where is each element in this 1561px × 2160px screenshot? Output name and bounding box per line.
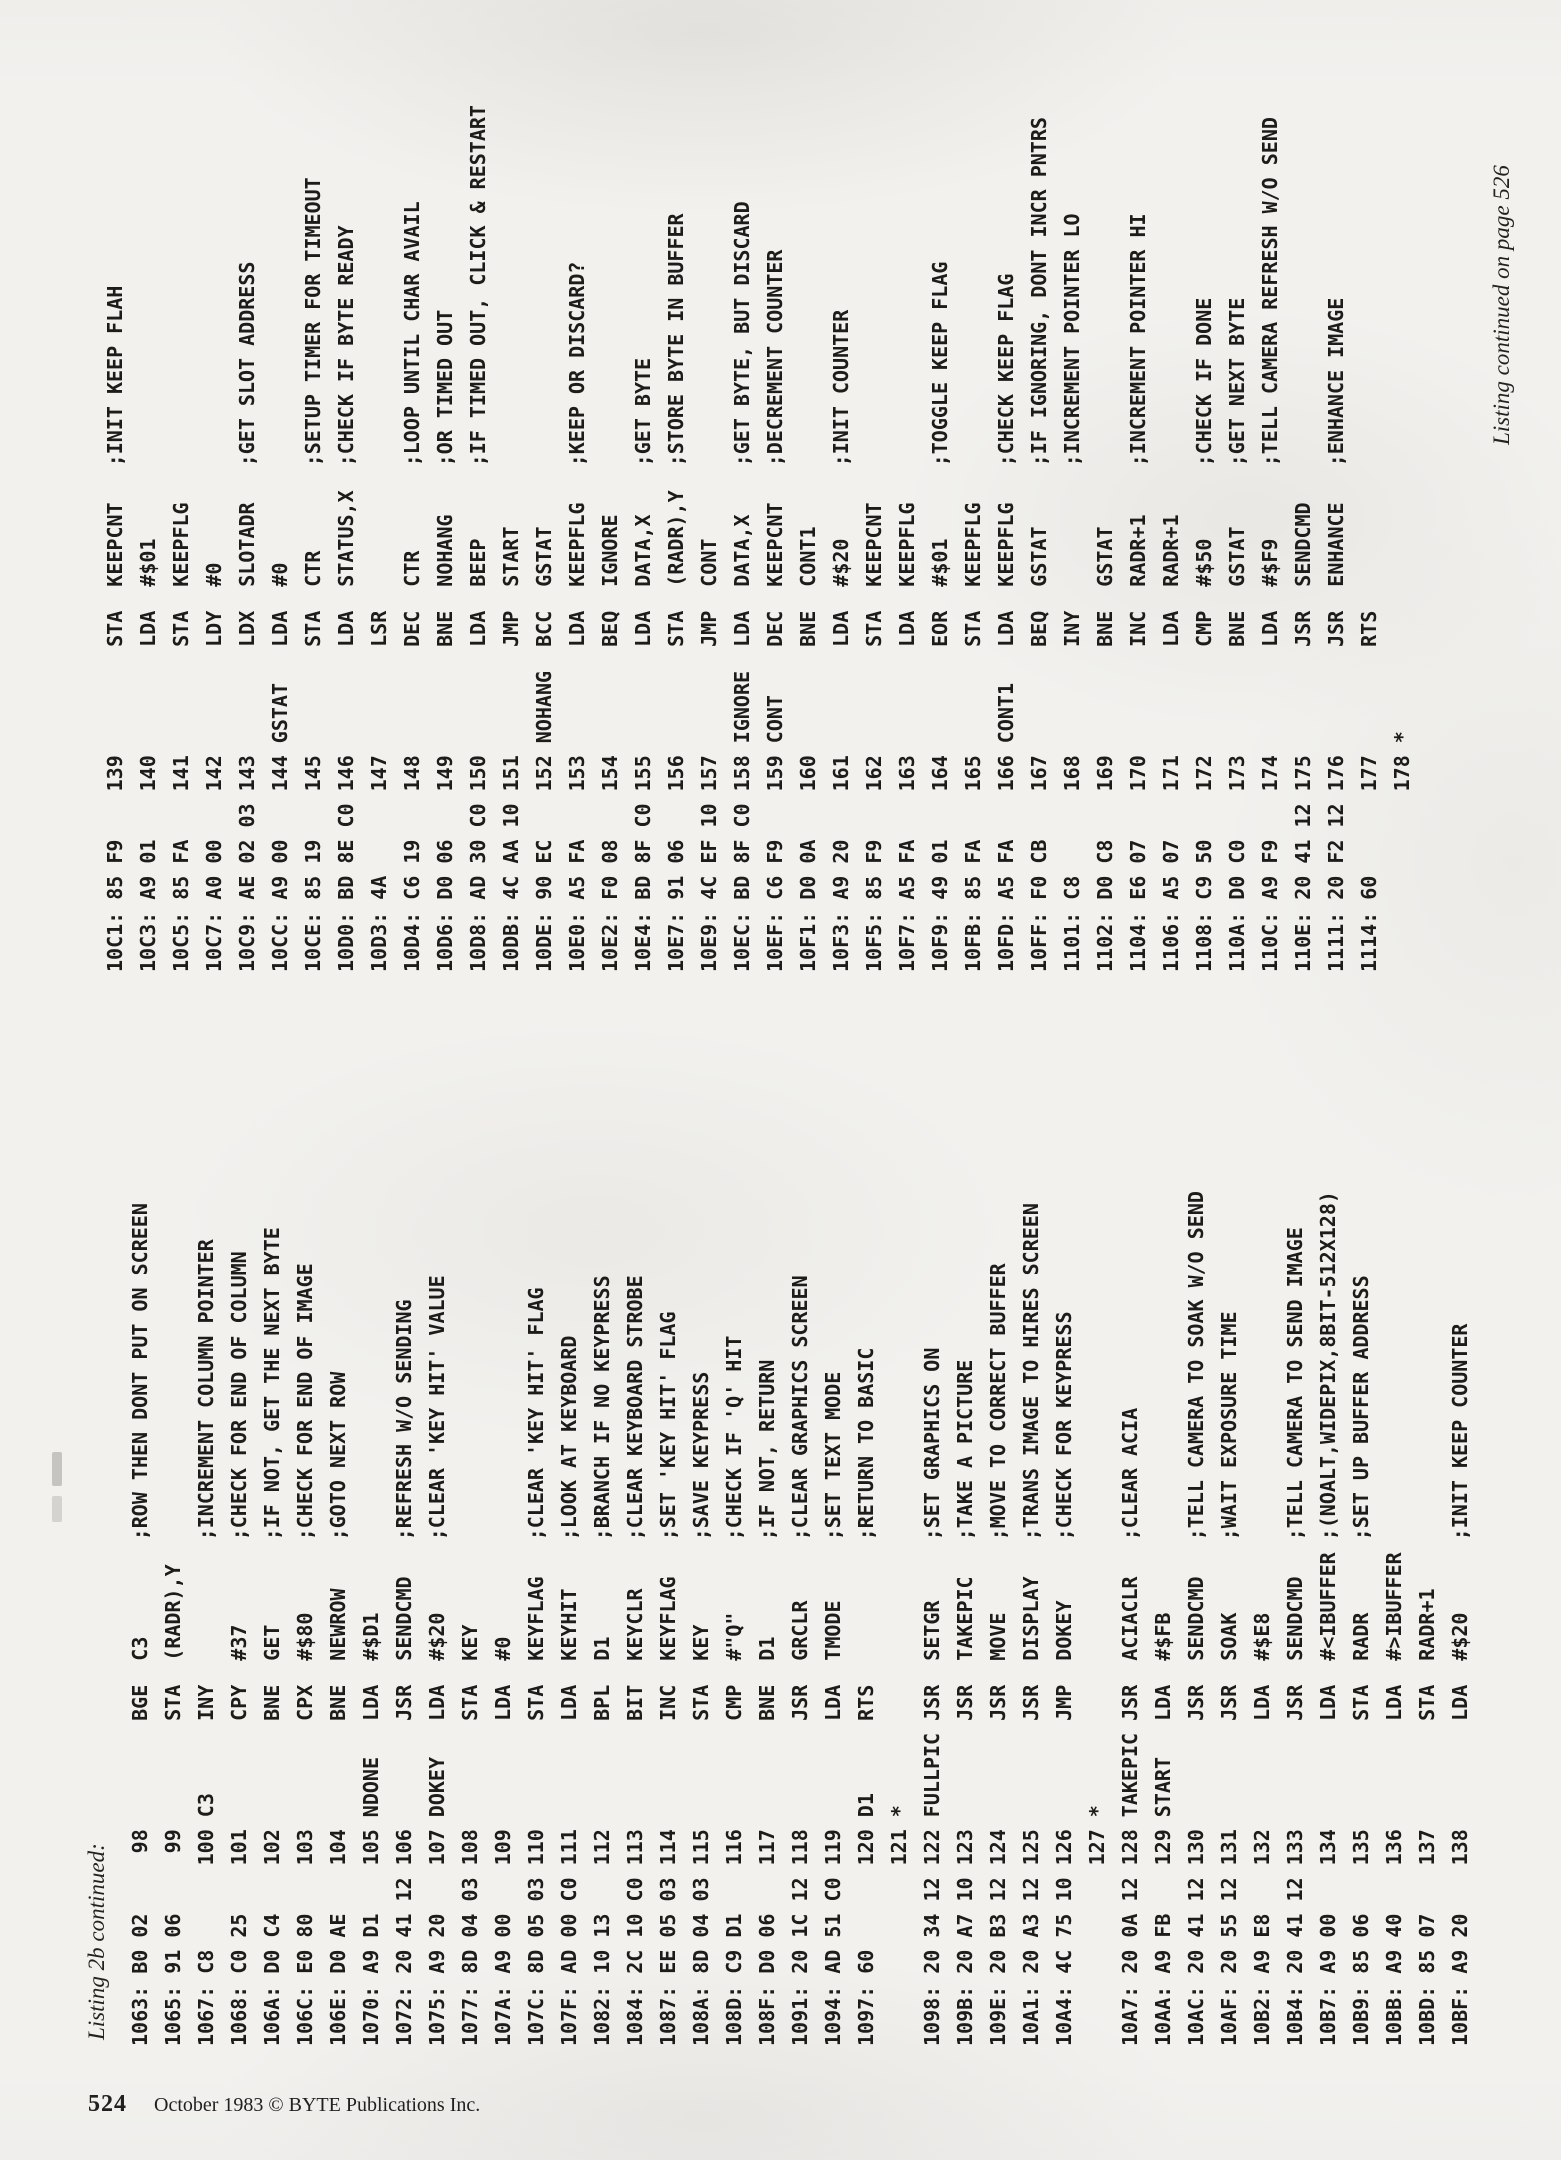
page-footer: 524 October 1983 © BYTE Publications Inc…: [88, 2091, 480, 2118]
page-number: 524: [88, 2091, 127, 2117]
scan-speck: [52, 1452, 62, 1486]
listing-caption: Listing 2b continued:: [84, 1843, 109, 2040]
footer-copyright: October 1983 © BYTE Publications Inc.: [154, 2094, 481, 2116]
listing-continued-note: Listing continued on page 526: [1489, 165, 1514, 445]
assembly-listing-column-left: 1063: B0 02 98 BGE C3 ;ROW THEN DONT PUT…: [128, 1191, 1472, 2046]
assembly-listing-column-right: 10C1: 85 F9 139 STA KEEPCNT ;INIT KEEP F…: [103, 105, 1414, 972]
scan-speck: [52, 1496, 62, 1522]
